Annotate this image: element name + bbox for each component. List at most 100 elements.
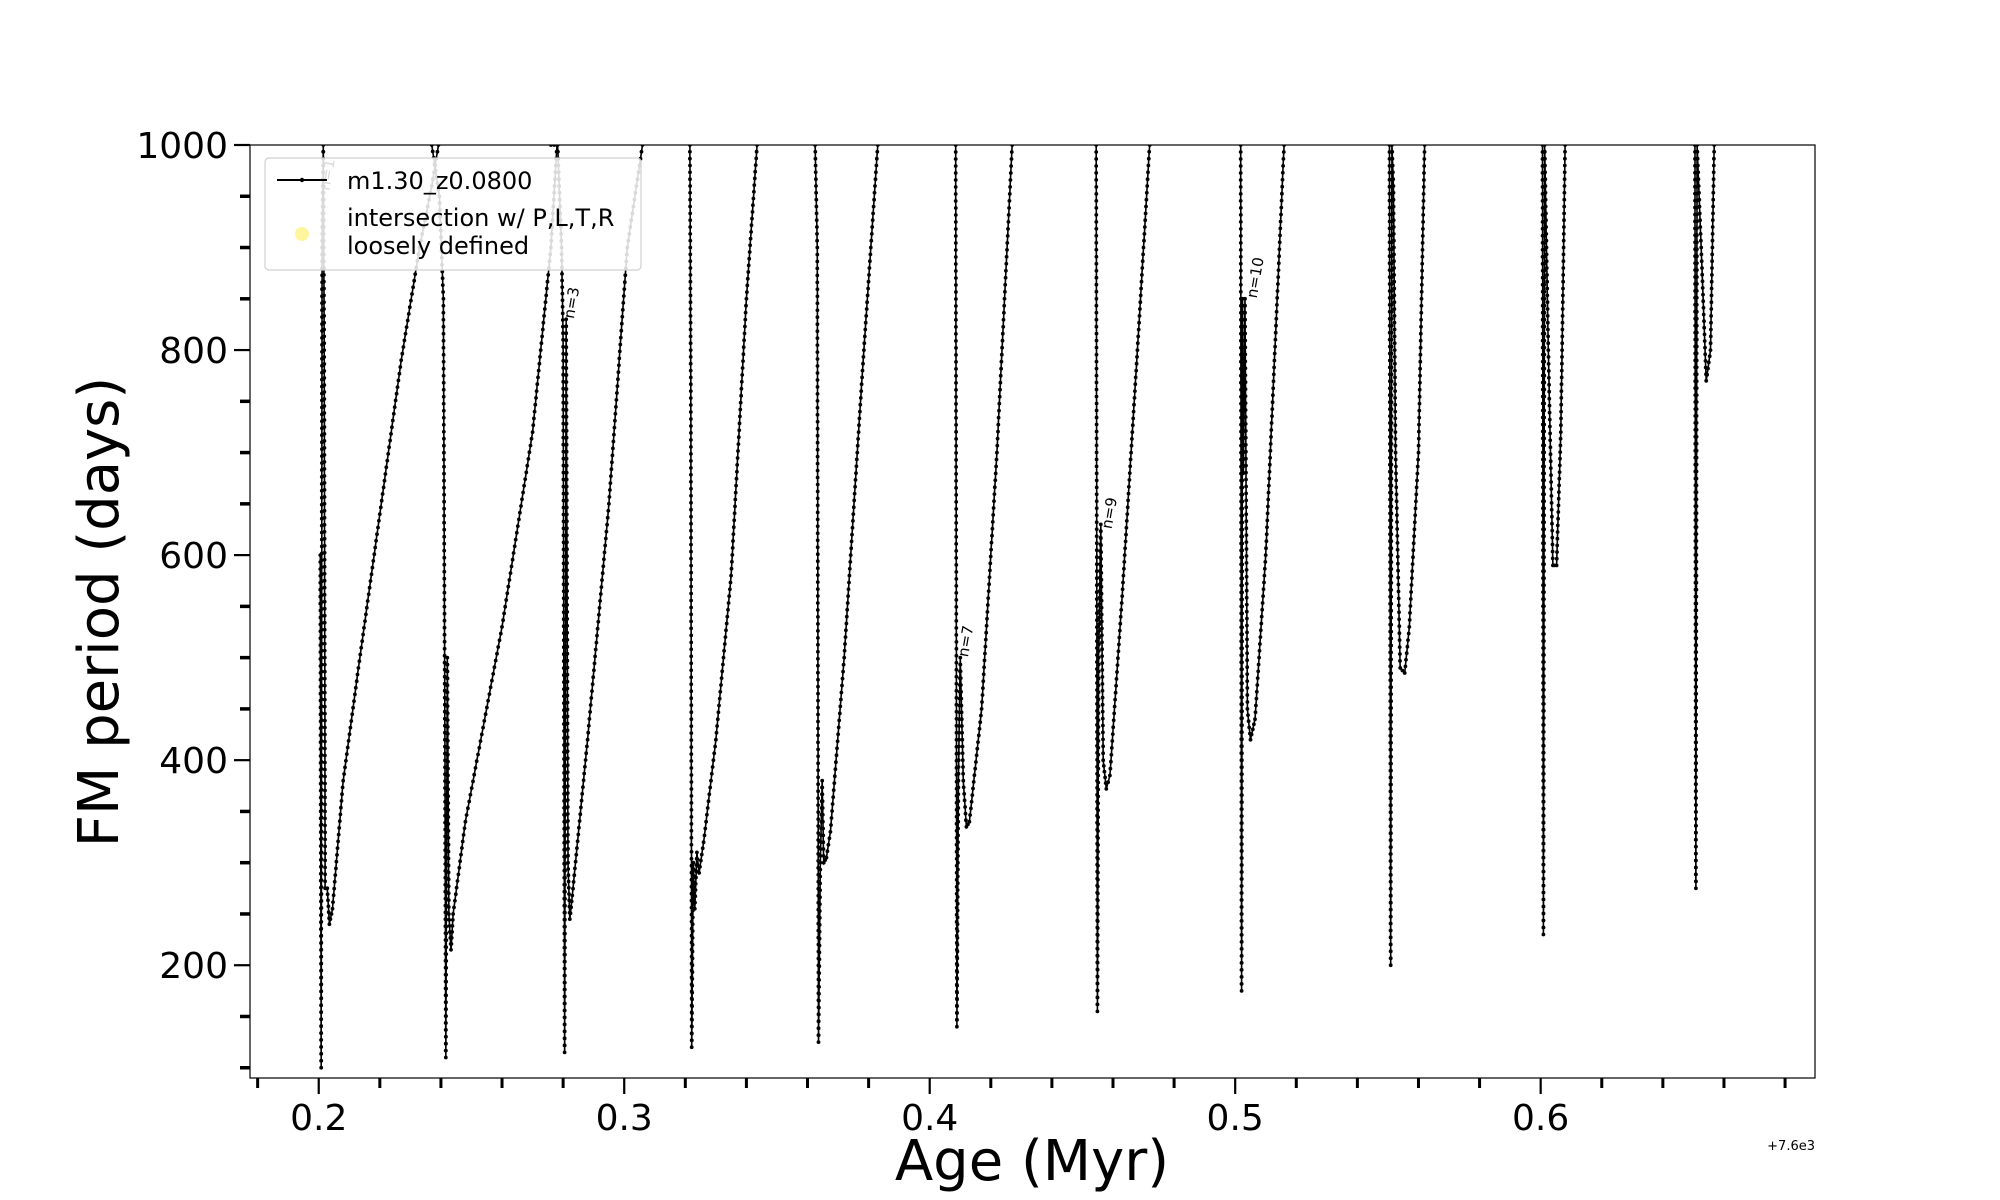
series-point [1541, 925, 1546, 930]
series-point [954, 528, 959, 532]
series-point [322, 515, 327, 520]
series-point [816, 1026, 821, 1031]
series-point [1389, 365, 1394, 370]
series-point [953, 206, 958, 210]
series-point [1094, 527, 1099, 532]
series-point [1542, 625, 1546, 629]
series-point [818, 860, 823, 865]
series-point [953, 213, 958, 217]
series-point [815, 245, 820, 250]
series-point [603, 536, 608, 541]
series-point [706, 799, 711, 804]
series-point [1694, 448, 1699, 453]
series-point [532, 409, 537, 414]
series-point [477, 745, 482, 750]
series-point [698, 864, 702, 869]
series-point [1094, 226, 1099, 231]
series-point [1710, 232, 1715, 236]
series-point [362, 625, 366, 630]
series-point [442, 611, 447, 616]
series-point [1561, 293, 1565, 298]
series-point [1095, 919, 1100, 924]
series-point [1096, 829, 1100, 833]
series-point [959, 683, 963, 687]
series-point [1542, 317, 1547, 322]
series-point [827, 836, 832, 841]
series-point [959, 696, 964, 701]
series-point [580, 792, 585, 796]
series-point [322, 355, 327, 359]
series-point [954, 877, 959, 882]
series-point [953, 199, 958, 203]
series-point [1392, 273, 1396, 277]
series-point [1389, 303, 1394, 307]
series-point [956, 819, 961, 824]
series-point [348, 725, 353, 730]
series-point [325, 886, 330, 891]
series-point [322, 390, 327, 394]
series-point [953, 220, 958, 224]
series-point [1694, 837, 1698, 842]
series-point [514, 530, 519, 535]
series-point [813, 149, 818, 154]
series-point [498, 631, 503, 636]
series-point [1389, 574, 1394, 578]
series-point [446, 891, 451, 896]
series-point [561, 331, 565, 336]
series-point [818, 854, 823, 858]
series-point [1549, 494, 1554, 498]
series-point [985, 603, 990, 607]
series-point [1097, 595, 1102, 600]
series-point [563, 868, 567, 873]
series-point [1694, 657, 1699, 661]
series-point [1239, 898, 1244, 902]
series-point [323, 844, 327, 849]
series-point [1414, 499, 1418, 504]
series-point [319, 621, 324, 625]
series-point [1550, 514, 1554, 519]
series-point [817, 978, 821, 982]
series-point [1094, 450, 1099, 455]
series-point [954, 416, 958, 420]
series-point [816, 649, 820, 654]
series-point [1142, 225, 1147, 229]
series-point [473, 766, 478, 770]
series-point [564, 338, 569, 343]
series-point [961, 778, 966, 783]
series-point [1108, 773, 1112, 778]
series-point [322, 648, 327, 653]
series-point [1393, 389, 1397, 393]
series-point [1102, 769, 1107, 774]
series-point [1394, 506, 1399, 510]
series-point [1273, 344, 1277, 349]
series-point [1100, 640, 1104, 645]
series-point [1541, 869, 1546, 874]
series-point [319, 579, 324, 584]
series-point [693, 894, 698, 899]
series-point [565, 812, 570, 816]
series-point [1277, 247, 1282, 252]
series-point [1541, 897, 1546, 902]
series-point [1541, 743, 1546, 748]
series-point [999, 352, 1004, 357]
series-point [380, 492, 385, 496]
series-point [1393, 457, 1398, 462]
series-point [1135, 355, 1139, 359]
series-point [1694, 553, 1699, 557]
series-point [1239, 933, 1244, 937]
series-point [980, 693, 985, 697]
series-point [954, 870, 959, 875]
series-point [689, 856, 694, 861]
series-point [688, 204, 692, 209]
series-point [1127, 471, 1132, 475]
series-point [1542, 310, 1547, 315]
series-point [322, 557, 327, 562]
series-point [858, 409, 862, 414]
series-point [867, 273, 871, 277]
series-point [446, 759, 450, 764]
series-point [1395, 541, 1400, 545]
series-point [857, 416, 862, 421]
series-point [584, 751, 589, 756]
series-point [1131, 409, 1136, 414]
series-point [864, 314, 869, 318]
